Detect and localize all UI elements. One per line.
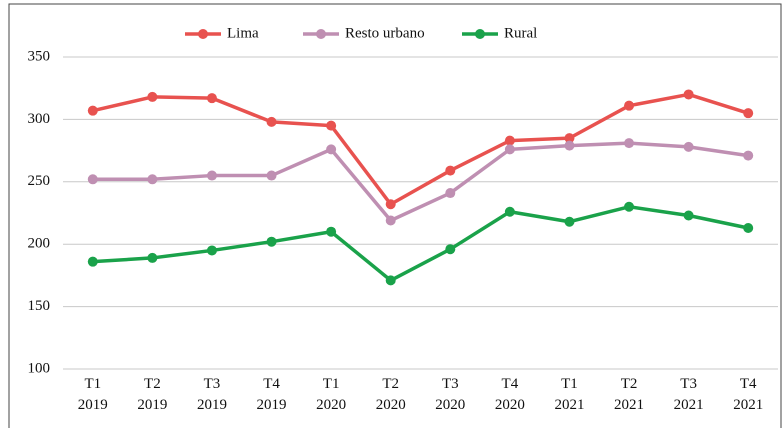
- data-point: [624, 138, 635, 149]
- data-point: [504, 144, 515, 155]
- x-tick-label: T4 2020: [495, 376, 525, 413]
- data-point: [266, 170, 277, 181]
- legend-label: Resto urbano: [345, 25, 425, 41]
- legend-marker: [198, 29, 208, 39]
- data-point: [147, 174, 158, 185]
- y-tick-label: 300: [28, 111, 51, 127]
- y-tick-label: 200: [28, 236, 51, 252]
- data-point: [385, 199, 396, 210]
- legend-marker: [316, 29, 326, 39]
- data-point: [266, 236, 277, 247]
- x-tick-label: T1 2021: [554, 376, 584, 413]
- x-tick-label: T3 2020: [435, 376, 465, 413]
- data-point: [564, 133, 575, 144]
- data-point: [743, 108, 754, 119]
- data-point: [504, 135, 515, 146]
- data-point: [624, 201, 635, 212]
- data-point: [206, 93, 217, 104]
- legend-label: Rural: [504, 25, 537, 41]
- y-tick-label: 350: [28, 48, 51, 64]
- y-tick-label: 100: [28, 360, 51, 376]
- x-tick-label: T4 2021: [733, 376, 763, 413]
- x-tick-label: T1 2020: [316, 376, 346, 413]
- data-point: [504, 206, 515, 217]
- data-point: [147, 91, 158, 102]
- y-tick-label: 150: [28, 298, 51, 314]
- series-line: [92, 92, 749, 207]
- data-point: [683, 89, 694, 100]
- data-point: [445, 188, 456, 199]
- x-tick-label: T3 2019: [197, 376, 227, 413]
- x-tick-label: T1 2019: [78, 376, 108, 413]
- data-point: [624, 100, 635, 111]
- data-point: [564, 216, 575, 227]
- data-point: [206, 170, 217, 181]
- series-line: [92, 205, 749, 283]
- data-point: [743, 150, 754, 161]
- data-point: [87, 256, 98, 267]
- data-point: [326, 144, 337, 155]
- data-point: [385, 275, 396, 286]
- legend-marker: [475, 29, 485, 39]
- data-point: [564, 140, 575, 151]
- data-point: [445, 244, 456, 255]
- x-tick-label: T3 2021: [674, 376, 704, 413]
- data-point: [445, 165, 456, 176]
- data-point: [266, 116, 277, 127]
- data-point: [683, 210, 694, 221]
- data-point: [683, 141, 694, 152]
- data-point: [87, 174, 98, 185]
- x-tick-label: T2 2020: [376, 376, 406, 413]
- x-tick-label: T2 2019: [137, 376, 167, 413]
- x-tick-label: T2 2021: [614, 376, 644, 413]
- data-point: [385, 215, 396, 226]
- data-point: [147, 252, 158, 263]
- y-tick-label: 250: [28, 173, 51, 189]
- series-line: [92, 141, 749, 223]
- data-point: [743, 222, 754, 233]
- legend-label: Lima: [227, 25, 259, 41]
- data-point: [326, 226, 337, 237]
- data-point: [87, 105, 98, 116]
- chart-frame: [8, 3, 782, 428]
- data-point: [206, 245, 217, 256]
- data-point: [326, 120, 337, 131]
- x-tick-label: T4 2019: [257, 376, 287, 413]
